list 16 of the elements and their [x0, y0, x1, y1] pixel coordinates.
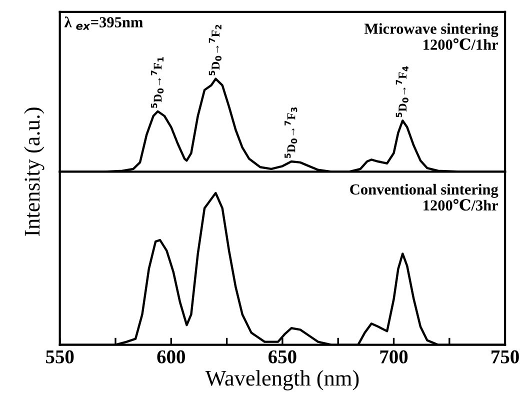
x-tick-label: 750	[492, 350, 519, 364]
x-axis-title: Wavelength (nm)	[205, 370, 359, 390]
annotation: $^{5}$D$_{0}$→$^{7}$F$_{1}$	[151, 57, 164, 108]
x-tick-label: 550	[46, 350, 74, 364]
x-tick-label: 700	[380, 350, 408, 364]
x-tick-label: 600	[157, 350, 185, 364]
annotation: Conventional sintering	[350, 184, 498, 198]
text: 1200℃/1hr	[424, 38, 498, 50]
annotation: $^{5}$D$_{0}$→$^{7}$F$_{3}$	[284, 107, 298, 158]
x-tick-label: 650	[268, 350, 296, 364]
annotation: $^{5}$D$_{0}$→$^{7}$F$_{2}$	[208, 24, 222, 76]
y-axis-title: Intensity (a.u.)	[24, 108, 44, 236]
text: Microwave sintering	[364, 23, 498, 38]
annotation: $^{5}$D$_{0}$→$^{7}$F$_{4}$	[396, 66, 408, 118]
text: λ $_{ex}$=395nm	[64, 16, 143, 30]
annotation: 1200℃/3hr	[424, 198, 498, 211]
